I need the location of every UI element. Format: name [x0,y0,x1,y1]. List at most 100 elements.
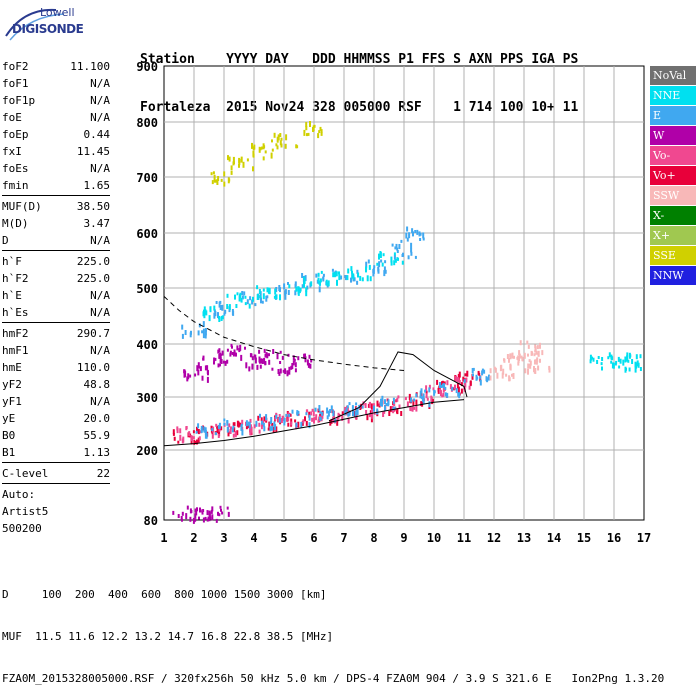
data-point [231,352,234,355]
data-point [331,268,334,272]
x-tick-label: 16 [607,531,621,545]
data-point [252,296,254,302]
data-point [234,430,237,436]
data-point [634,361,637,368]
param-label: foE [2,111,22,124]
data-point [186,376,189,382]
data-point [591,356,593,360]
data-point [340,275,343,280]
data-point [304,356,307,363]
data-point [398,244,401,249]
data-point [310,359,313,363]
data-point [401,260,404,265]
param-row: foF1p N/A [2,92,110,109]
data-point [471,368,474,373]
param-value: 11.45 [76,145,110,158]
data-point [296,412,299,417]
data-point [308,422,311,429]
data-point [227,511,230,517]
data-point [230,426,232,430]
data-point [535,350,538,355]
data-point [410,242,413,249]
legend-entry: X+ [650,226,696,245]
data-point [418,231,421,237]
data-point [258,289,261,294]
data-point [185,426,188,431]
data-point [202,328,205,333]
data-point [382,412,385,417]
data-point [400,239,403,243]
data-point [294,281,297,287]
data-point [249,296,252,301]
data-point [346,275,349,281]
data-point [303,129,306,136]
data-point [198,323,201,328]
data-point [517,355,520,361]
data-point [422,393,425,399]
data-point [302,419,305,424]
data-point [281,355,284,360]
param-row: foF1 N/A [2,75,110,92]
data-point [411,228,414,234]
data-point [518,353,521,359]
data-point [523,352,526,359]
data-point [317,277,320,282]
data-point [197,423,200,429]
data-point [252,166,254,172]
data-point [489,368,492,374]
data-point [292,355,295,361]
data-point [502,368,505,375]
data-point [264,361,267,365]
data-point [278,414,281,417]
footer-file-info-line: FZA0M_2015328005000.RSF / 320fx256h 50 k… [2,672,665,685]
data-point [220,508,222,512]
param-row: M(D) 3.47 [2,215,110,232]
data-point [194,441,197,444]
data-point [626,357,629,362]
data-point [273,295,276,299]
param-value: 290.7 [76,327,110,340]
data-point [201,330,204,334]
data-point [383,410,386,414]
data-point [396,410,398,414]
data-point [509,353,512,360]
data-point [537,365,540,371]
data-point [419,390,422,397]
data-point [303,353,306,359]
data-point [414,255,417,259]
param-value: 48.8 [83,378,111,391]
y-tick-label: 200 [136,444,158,458]
data-point [211,514,214,521]
data-point [300,421,303,428]
data-point [409,407,412,412]
data-point [592,357,595,362]
param-value: N/A [90,395,110,408]
data-point [628,367,631,372]
data-point [347,411,350,417]
data-point [354,410,357,417]
data-point [226,348,229,352]
data-point [528,359,531,363]
data-point [204,365,207,371]
data-point [288,371,291,375]
data-point [457,386,460,393]
data-point [221,315,224,320]
data-point [288,366,291,372]
data-point [202,321,205,328]
data-point [290,421,293,426]
data-point [202,517,205,523]
data-point [198,365,200,369]
data-point [209,306,212,313]
data-point [370,403,373,410]
data-point [221,511,224,515]
data-point [219,352,222,357]
data-point [333,272,336,278]
data-point [306,359,309,366]
data-point [261,420,263,425]
data-point [220,178,223,182]
data-point [439,391,442,397]
data-point [394,246,397,250]
data-point [428,384,431,389]
data-point [285,413,288,417]
data-point [219,360,222,364]
